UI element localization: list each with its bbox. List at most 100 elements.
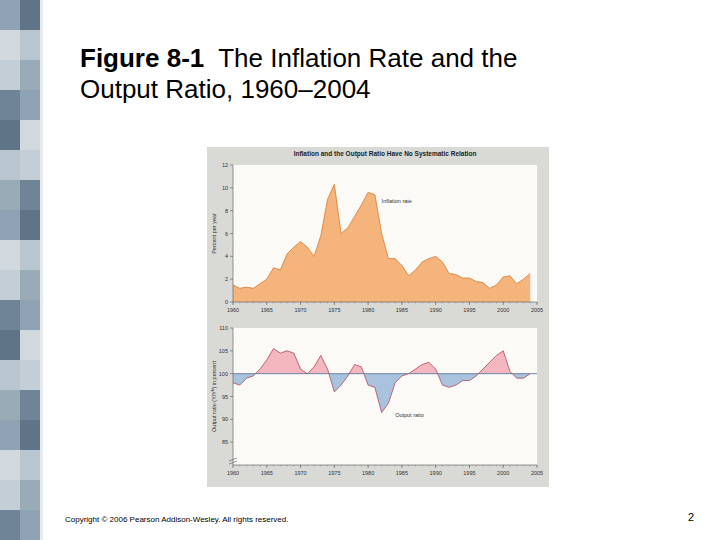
decor-tile: [0, 150, 20, 180]
y-tick-label: 6: [225, 231, 228, 237]
y-axis-label: Output ratio (Y/Yᴺ) in percent: [211, 361, 217, 432]
area-fill: [233, 184, 530, 302]
x-tick-label: 1995: [463, 470, 475, 476]
y-tick: [230, 396, 233, 397]
y-tick-label: 105: [219, 348, 228, 354]
y-axis: [233, 328, 234, 465]
y-tick-label: 10: [222, 185, 228, 191]
y-tick-label: 90: [222, 416, 228, 422]
decor-tile: [20, 510, 40, 540]
y-tick-label: 100: [219, 371, 228, 377]
area-above: [233, 349, 530, 374]
decor-tile: [20, 450, 40, 480]
decor-tile: [0, 180, 20, 210]
chart-title: Inflation and the Output Ratio Have No S…: [294, 150, 477, 158]
x-tick: [401, 302, 402, 305]
y-axis: [233, 165, 234, 302]
x-tick-label: 1995: [463, 307, 475, 313]
decor-tile: [0, 360, 20, 390]
plot-area: [233, 328, 537, 465]
reference-line: [233, 373, 537, 374]
x-tick: [266, 302, 267, 305]
decor-tile: [20, 150, 40, 180]
y-tick-label: 0: [225, 299, 228, 305]
decor-tile: [20, 300, 40, 330]
x-tick-label: 1985: [396, 470, 408, 476]
slide: Figure 8-1 The Inflation Rate and theOut…: [0, 0, 720, 540]
decor-tile: [20, 90, 40, 120]
x-tick: [300, 302, 301, 305]
x-tick-label: 1980: [362, 470, 374, 476]
x-tick: [537, 465, 538, 468]
decor-tile: [0, 450, 20, 480]
y-tick-label: 8: [225, 208, 228, 214]
x-tick-label: 2000: [497, 470, 509, 476]
x-tick-label: 2005: [531, 470, 543, 476]
decor-tile: [0, 0, 20, 30]
x-tick-label: 1970: [294, 470, 306, 476]
y-tick: [230, 350, 233, 351]
series-line: [233, 349, 530, 413]
x-tick-label: 1990: [430, 307, 442, 313]
plot-area: [233, 165, 537, 302]
x-tick: [435, 302, 436, 305]
decor-tile: [20, 480, 40, 510]
y-tick: [230, 419, 233, 420]
figure-panel: [207, 147, 549, 487]
y-tick: [230, 302, 233, 303]
x-tick-label: 1975: [328, 307, 340, 313]
decor-tile: [0, 270, 20, 300]
slide-title: Figure 8-1 The Inflation Rate and theOut…: [80, 43, 517, 104]
decor-tile: [20, 180, 40, 210]
chart: 8590951001051101960196519701975198019851…: [211, 325, 543, 476]
chart: Inflation and the Output Ratio Have No S…: [211, 150, 543, 313]
decor-tile: [20, 0, 40, 30]
x-tick-label: 1980: [362, 307, 374, 313]
y-tick-label: 110: [219, 325, 228, 331]
decor-tile: [20, 240, 40, 270]
title-rest: The Inflation Rate and the: [204, 43, 517, 73]
title-line: Figure 8-1 The Inflation Rate and the: [80, 43, 517, 73]
decor-tile: [20, 420, 40, 450]
x-tick: [469, 465, 470, 468]
x-tick: [233, 302, 234, 305]
y-tick: [230, 165, 233, 166]
decor-tile: [0, 120, 20, 150]
x-tick: [300, 465, 301, 468]
y-tick-label: 95: [222, 394, 228, 400]
decor-tile: [0, 90, 20, 120]
y-tick: [230, 328, 233, 329]
decor-tile: [20, 330, 40, 360]
y-tick: [230, 373, 233, 374]
x-tick-label: 1975: [328, 470, 340, 476]
copyright: Copyright © 2006 Pearson Addison-Wesley.…: [65, 515, 289, 524]
x-tick: [435, 465, 436, 468]
decor-tile: [20, 120, 40, 150]
x-axis: [233, 465, 537, 466]
decor-tile: [20, 60, 40, 90]
y-tick: [230, 187, 233, 188]
x-tick: [537, 302, 538, 305]
y-tick-label: 4: [225, 253, 228, 259]
decor-tile: [0, 420, 20, 450]
y-tick-label: 85: [222, 439, 228, 445]
x-tick-label: 1960: [227, 307, 239, 313]
y-tick: [230, 279, 233, 280]
data-group: [233, 349, 537, 413]
x-tick: [368, 465, 369, 468]
title-line: Output Ratio, 1960–2004: [80, 74, 371, 104]
area-below: [233, 374, 530, 413]
y-tick-label: 2: [225, 276, 228, 282]
x-tick: [334, 465, 335, 468]
data-group: [233, 184, 530, 302]
decor-tile: [0, 60, 20, 90]
x-tick: [233, 465, 234, 468]
axis-break: [229, 458, 237, 464]
x-tick-label: 2000: [497, 307, 509, 313]
decor-tile: [20, 210, 40, 240]
annotation: Output ratio: [395, 412, 424, 418]
y-tick: [230, 233, 233, 234]
x-tick-label: 1960: [227, 470, 239, 476]
y-tick: [230, 210, 233, 211]
y-tick-label: 12: [222, 162, 228, 168]
